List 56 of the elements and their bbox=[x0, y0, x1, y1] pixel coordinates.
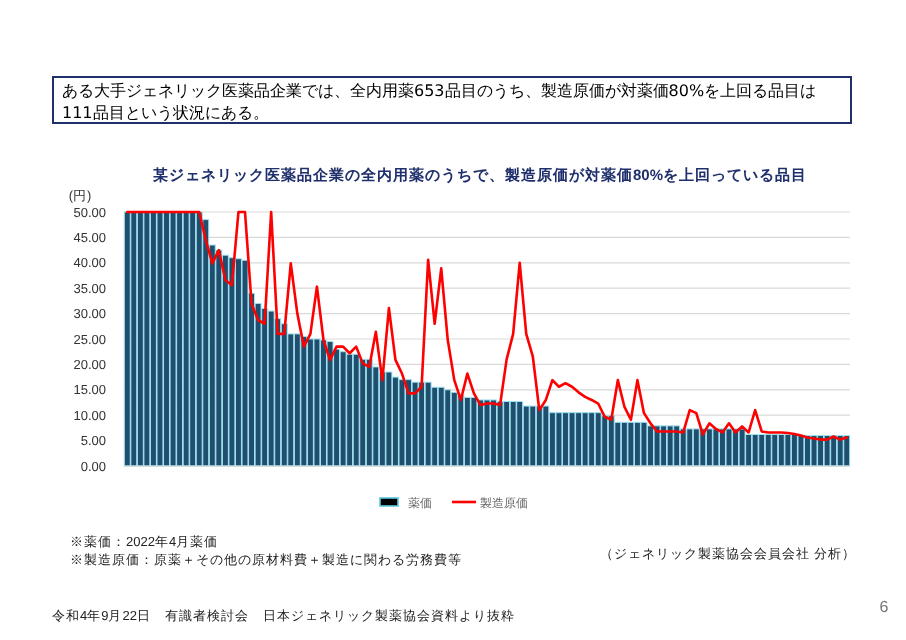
bar bbox=[156, 211, 164, 467]
bar bbox=[738, 428, 746, 467]
bar bbox=[686, 428, 694, 467]
bar bbox=[568, 412, 576, 467]
bar bbox=[418, 381, 426, 467]
bar bbox=[745, 434, 753, 467]
bar bbox=[261, 308, 269, 467]
bar bbox=[359, 358, 367, 467]
bar bbox=[771, 434, 779, 467]
bar bbox=[431, 386, 439, 467]
bar bbox=[601, 415, 609, 467]
bar bbox=[581, 412, 589, 467]
bar bbox=[673, 425, 681, 467]
bar bbox=[372, 366, 380, 467]
bar bbox=[640, 421, 648, 467]
bar bbox=[398, 379, 406, 467]
bar bbox=[797, 435, 805, 467]
bar bbox=[346, 353, 354, 467]
bar bbox=[712, 428, 720, 467]
bar bbox=[313, 338, 321, 467]
bar bbox=[614, 421, 622, 467]
bar bbox=[215, 249, 223, 467]
bar bbox=[725, 428, 733, 467]
bar bbox=[660, 425, 668, 467]
line-series bbox=[125, 210, 849, 441]
bar bbox=[516, 400, 524, 467]
text: ある大手ジェネリック医薬品企業では、全内用薬653品目のうち、製造原価が対薬価80%を上回る品目は111品目という状況にある。 bbox=[52, 76, 852, 124]
bar bbox=[758, 434, 766, 467]
bar bbox=[228, 257, 236, 467]
bar bbox=[784, 434, 792, 467]
text: 6 bbox=[879, 598, 890, 616]
bar bbox=[529, 405, 537, 467]
bar bbox=[411, 381, 419, 467]
bar bbox=[169, 211, 177, 467]
bar bbox=[176, 211, 184, 467]
bar bbox=[385, 371, 393, 467]
bar bbox=[339, 351, 347, 467]
bar bbox=[555, 412, 563, 467]
bar bbox=[274, 318, 282, 467]
bar bbox=[189, 211, 197, 467]
bar bbox=[457, 394, 465, 467]
bar bbox=[483, 399, 491, 467]
bar bbox=[326, 341, 334, 467]
bar bbox=[627, 421, 635, 467]
bar bbox=[496, 400, 504, 467]
bar bbox=[130, 211, 138, 467]
bar bbox=[241, 259, 249, 467]
bar bbox=[542, 405, 550, 467]
bar bbox=[470, 396, 478, 467]
bar bbox=[444, 389, 452, 467]
bar bbox=[588, 412, 596, 467]
bar bbox=[503, 400, 511, 467]
bar bbox=[202, 219, 210, 467]
bar bbox=[143, 211, 151, 467]
bar bbox=[300, 335, 308, 467]
bar bbox=[843, 435, 851, 467]
